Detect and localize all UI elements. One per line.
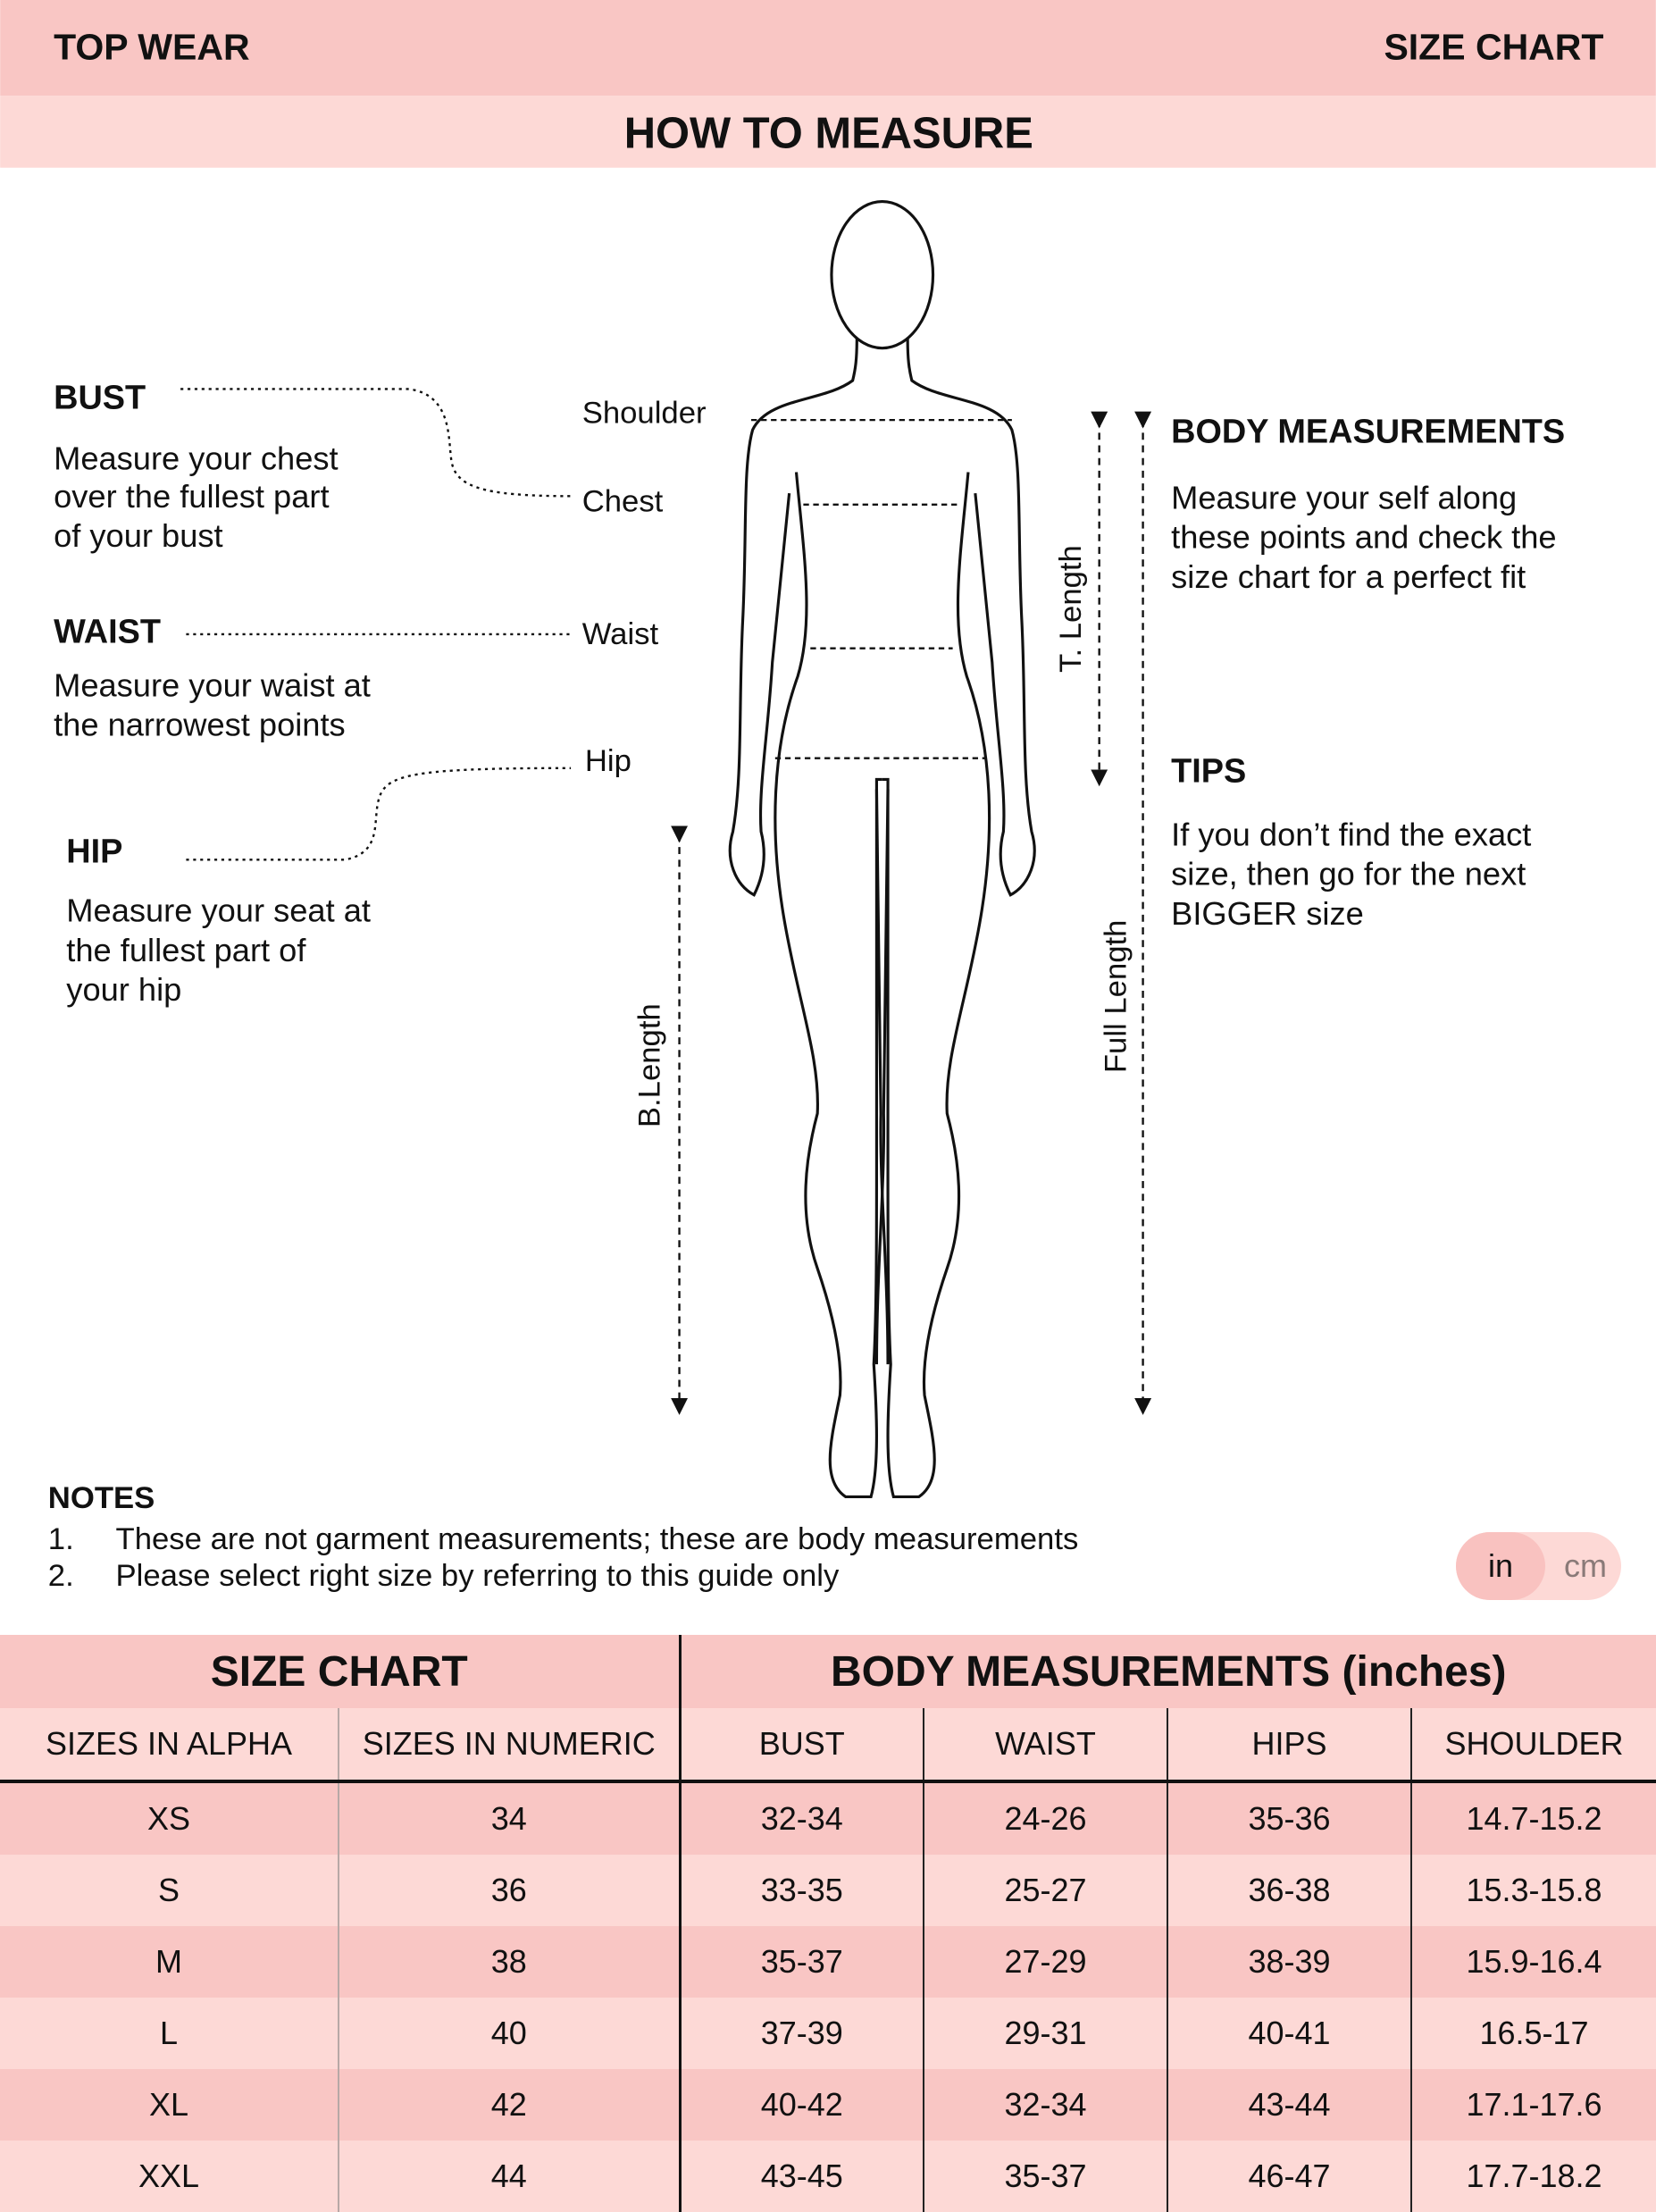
column-header: SHOULDER	[1411, 1708, 1656, 1783]
chest-label: Chest	[582, 485, 664, 519]
table-cell: 35-37	[680, 1926, 924, 1998]
waist-desc: the narrowest points	[54, 707, 346, 743]
table-cell: 38-39	[1167, 1926, 1412, 1998]
note-number: 1.	[48, 1522, 74, 1556]
table-cell: 42	[339, 2069, 682, 2141]
table-cell: 34	[339, 1781, 682, 1855]
body-measurements-desc: Measure your self along	[1171, 480, 1517, 516]
table-row: XL 42 40-42 32-34 43-44 17.1-17.6	[0, 2069, 1656, 2141]
column-header: BUST	[680, 1708, 924, 1783]
table-cell: 27-29	[924, 1926, 1168, 1998]
table-cell: 29-31	[924, 1998, 1168, 2069]
table-cell: 32-34	[924, 2069, 1168, 2141]
column-header: SIZES IN NUMERIC	[339, 1708, 682, 1783]
tips-title: TIPS	[1171, 753, 1246, 791]
full-length-label: Full Length	[1100, 920, 1133, 1074]
waist-title: WAIST	[54, 613, 161, 650]
table-cell: 36-38	[1167, 1855, 1412, 1926]
table-cell: 38	[339, 1926, 682, 1998]
table-cell: 35-37	[924, 2141, 1168, 2212]
bust-leader	[180, 388, 572, 498]
hip-title: HIP	[66, 833, 122, 870]
table-cell: 46-47	[1167, 2141, 1412, 2212]
size-chart-table: SIZE CHART BODY MEASUREMENTS (inches) SI…	[0, 1635, 1656, 2212]
body-figure	[728, 200, 1036, 1498]
bust-desc: of your bust	[54, 517, 222, 554]
hip-desc: your hip	[66, 971, 181, 1008]
table-cell: 25-27	[924, 1855, 1168, 1926]
table-row: XS 34 32-34 24-26 35-36 14.7-15.2	[0, 1781, 1656, 1855]
table-cell: M	[0, 1926, 339, 1998]
table-cell: 36	[339, 1855, 682, 1926]
tips-desc: size, then go for the next	[1171, 856, 1526, 892]
bust-desc: Measure your chest	[54, 440, 338, 476]
table-row: XXL 44 43-45 35-37 46-47 17.7-18.2	[0, 2141, 1656, 2212]
table-row: L 40 37-39 29-31 40-41 16.5-17	[0, 1998, 1656, 2069]
table-cell: S	[0, 1855, 339, 1926]
note-number: 2.	[48, 1559, 74, 1593]
table-cell: L	[0, 1998, 339, 2069]
table-cell: 14.7-15.2	[1411, 1781, 1656, 1855]
table-cell: 17.1-17.6	[1411, 2069, 1656, 2141]
table-cell: 40-42	[680, 2069, 924, 2141]
bust-title: BUST	[54, 380, 146, 417]
table-cell: XXL	[0, 2141, 339, 2212]
column-header: HIPS	[1167, 1708, 1412, 1783]
note-text: Please select right size by referring to…	[116, 1559, 840, 1593]
how-to-measure-heading: HOW TO MEASURE	[624, 110, 1033, 158]
waist-point-label: Waist	[582, 617, 659, 651]
subtitle-bar	[0, 96, 1656, 168]
body-measurements-desc: size chart for a perfect fit	[1171, 558, 1526, 595]
waist-desc: Measure your waist at	[54, 666, 371, 703]
how-to-measure-illustration: TOP WEAR SIZE CHART HOW TO MEASURE T. Le…	[0, 0, 1656, 1593]
column-header: SIZES IN ALPHA	[0, 1708, 339, 1783]
hip-desc: Measure your seat at	[66, 892, 371, 929]
table-cell: 32-34	[680, 1781, 924, 1855]
table-cell: XL	[0, 2069, 339, 2141]
table-cell: 15.3-15.8	[1411, 1855, 1656, 1926]
table-cell: 24-26	[924, 1781, 1168, 1855]
unit-cm-option[interactable]: cm	[1564, 1547, 1607, 1584]
column-header: WAIST	[924, 1708, 1168, 1783]
size-chart-group-header: SIZE CHART	[0, 1635, 682, 1708]
table-cell: 35-36	[1167, 1781, 1412, 1855]
hip-desc: the fullest part of	[66, 932, 306, 968]
top-bar	[0, 0, 1656, 96]
table-cell: 17.7-18.2	[1411, 2141, 1656, 2212]
table-cell: XS	[0, 1781, 339, 1855]
hip-leader	[186, 767, 572, 861]
table-cell: 37-39	[680, 1998, 924, 2069]
size-chart-title: SIZE CHART	[1384, 26, 1603, 67]
table-cell: 43-45	[680, 2141, 924, 2212]
hip-point-label: Hip	[585, 744, 631, 778]
b-length-label: B.Length	[632, 1003, 666, 1127]
table-cell: 16.5-17	[1411, 1998, 1656, 2069]
table-cell: 15.9-16.4	[1411, 1926, 1656, 1998]
table-row: M 38 35-37 27-29 38-39 15.9-16.4	[0, 1926, 1656, 1998]
table-cell: 43-44	[1167, 2069, 1412, 2141]
tips-desc: BIGGER size	[1171, 895, 1364, 932]
table-cell: 33-35	[680, 1855, 924, 1926]
table-cell: 40-41	[1167, 1998, 1412, 2069]
table-cell: 44	[339, 2141, 682, 2212]
unit-toggle[interactable]: in cm	[1456, 1532, 1621, 1600]
body-measurements-group-header: BODY MEASUREMENTS (inches)	[680, 1635, 1656, 1708]
body-measurements-title: BODY MEASUREMENTS	[1171, 413, 1565, 450]
unit-inches-option[interactable]: in	[1456, 1532, 1545, 1600]
shoulder-label: Shoulder	[582, 396, 707, 430]
table-cell: 40	[339, 1998, 682, 2069]
tips-desc: If you don’t find the exact	[1171, 817, 1531, 853]
body-measurements-desc: these points and check the	[1171, 519, 1556, 556]
top-wear-title: TOP WEAR	[54, 26, 249, 67]
bust-desc: over the fullest part	[54, 478, 329, 515]
note-text: These are not garment measurements; thes…	[116, 1522, 1079, 1556]
t-length-label: T. Length	[1054, 545, 1088, 673]
table-row: S 36 33-35 25-27 36-38 15.3-15.8	[0, 1855, 1656, 1926]
notes-title: NOTES	[48, 1481, 155, 1515]
